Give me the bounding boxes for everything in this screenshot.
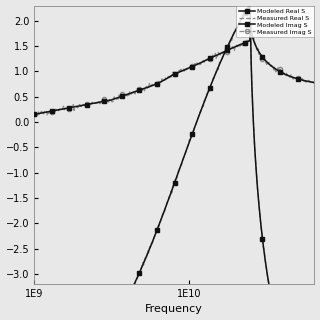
Modeled Imag S bbox=[32, 113, 36, 116]
Measured Imag S bbox=[32, 113, 36, 116]
Modeled Imag S bbox=[143, 86, 147, 90]
Modeled Imag S bbox=[124, 93, 127, 97]
Line: Measured Imag S: Measured Imag S bbox=[32, 23, 316, 118]
Measured Real S bbox=[209, 83, 213, 86]
Legend: Modeled Real S, Measured Real S, Modeled Imag S, Measured Imag S: Modeled Real S, Measured Real S, Modeled… bbox=[236, 6, 314, 37]
Measured Real S bbox=[235, 24, 239, 28]
Measured Real S bbox=[248, 1, 252, 5]
Measured Imag S bbox=[67, 109, 70, 113]
Measured Imag S bbox=[124, 92, 128, 96]
Measured Real S bbox=[144, 255, 148, 259]
Modeled Imag S bbox=[66, 106, 70, 110]
Modeled Real S bbox=[209, 84, 212, 88]
Line: Modeled Imag S: Modeled Imag S bbox=[32, 23, 316, 116]
Modeled Imag S bbox=[313, 81, 316, 84]
Measured Real S bbox=[236, 22, 240, 26]
Modeled Real S bbox=[248, 3, 252, 7]
Measured Imag S bbox=[313, 80, 316, 84]
Modeled Imag S bbox=[209, 56, 212, 60]
Measured Imag S bbox=[249, 23, 252, 27]
Measured Imag S bbox=[236, 44, 240, 48]
Modeled Real S bbox=[235, 27, 238, 30]
Line: Modeled Real S: Modeled Real S bbox=[32, 3, 316, 320]
X-axis label: Frequency: Frequency bbox=[145, 304, 203, 315]
Line: Measured Real S: Measured Real S bbox=[34, 3, 315, 320]
Modeled Real S bbox=[143, 258, 147, 261]
Modeled Real S bbox=[124, 300, 127, 304]
Measured Imag S bbox=[34, 114, 37, 118]
Measured Real S bbox=[124, 299, 128, 303]
Modeled Imag S bbox=[235, 44, 238, 48]
Measured Imag S bbox=[209, 57, 213, 60]
Measured Imag S bbox=[144, 86, 148, 90]
Measured Imag S bbox=[235, 45, 239, 49]
Modeled Imag S bbox=[236, 44, 240, 47]
Modeled Imag S bbox=[249, 23, 252, 27]
Modeled Real S bbox=[236, 24, 240, 28]
